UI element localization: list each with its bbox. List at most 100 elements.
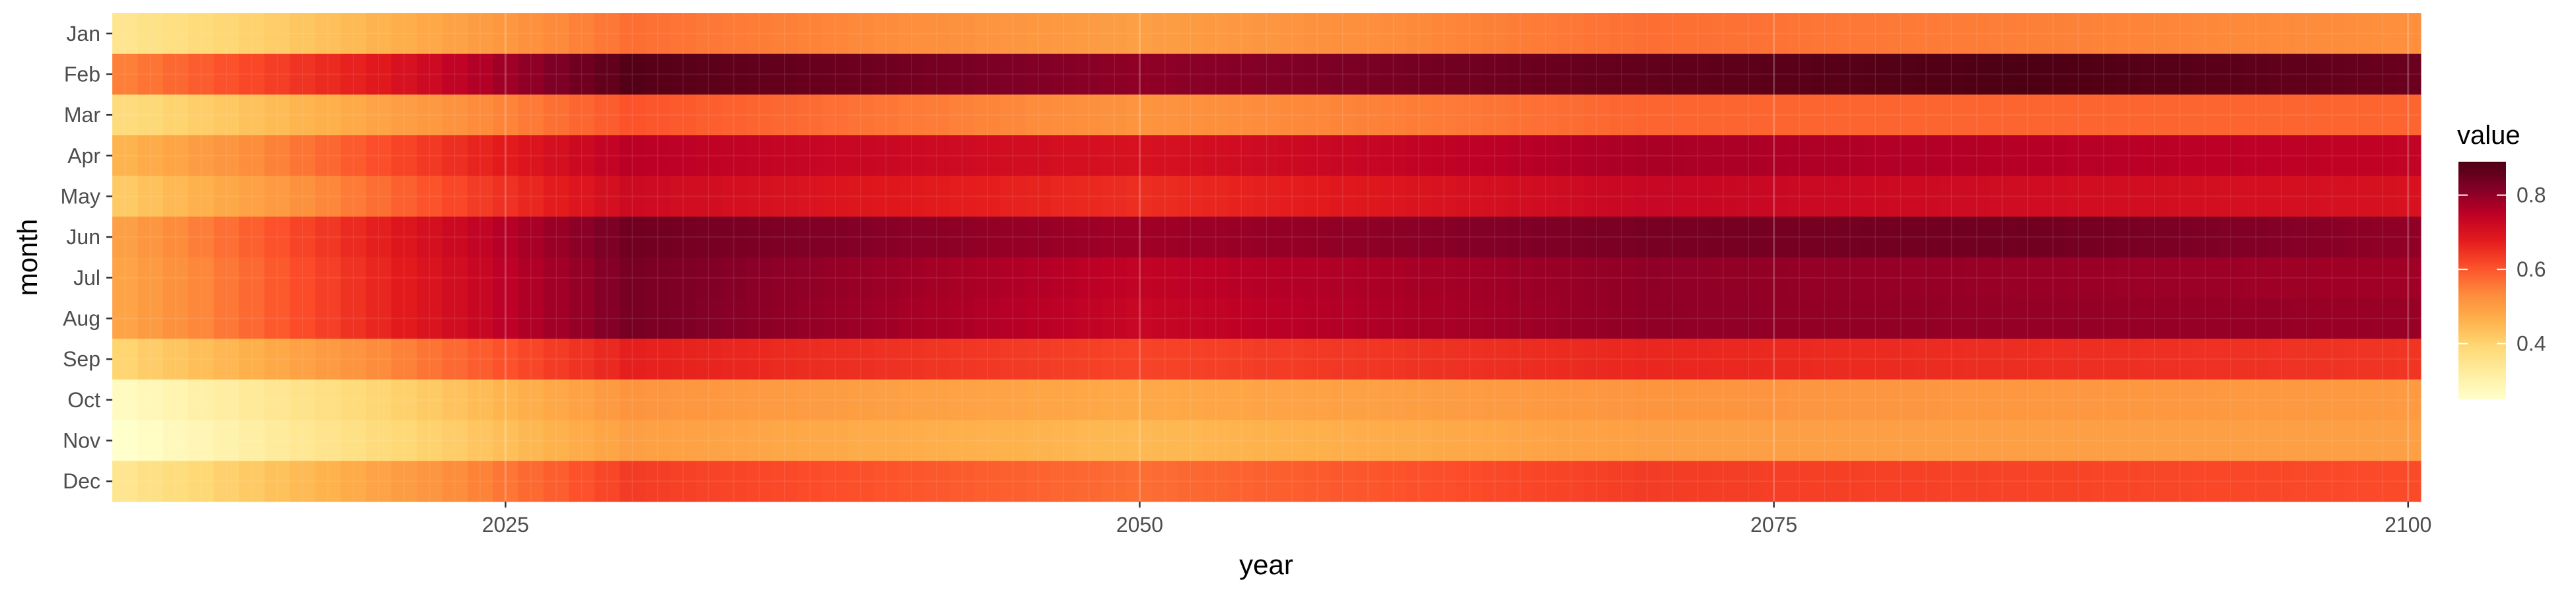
heatmap-cell — [1406, 339, 1432, 380]
heatmap-cell — [1761, 257, 1787, 299]
heatmap-cell — [898, 339, 925, 380]
heatmap-cell — [467, 257, 493, 299]
heatmap-cell — [721, 176, 747, 217]
heatmap-cell — [1279, 339, 1305, 380]
heatmap-cell — [1761, 380, 1787, 421]
heatmap-cell — [467, 461, 493, 502]
heatmap-cell — [1532, 176, 1559, 217]
heatmap-cell — [162, 13, 189, 55]
heatmap-cell — [1152, 257, 1178, 299]
heatmap-cell — [1507, 176, 1534, 217]
heatmap-cell — [1127, 53, 1153, 95]
heatmap-cell — [1736, 94, 1762, 136]
heatmap-cell — [1507, 257, 1534, 299]
heatmap-cell — [2217, 380, 2244, 421]
heatmap-cell — [822, 135, 849, 177]
heatmap-cell — [2192, 257, 2219, 299]
heatmap-cell — [2370, 339, 2396, 380]
heatmap-cell — [1380, 298, 1407, 339]
heatmap-cell — [2319, 257, 2345, 299]
heatmap-cell — [1482, 461, 1508, 502]
heatmap-cell — [1507, 216, 1534, 258]
heatmap-cell — [1431, 216, 1458, 258]
heatmap-cell — [2166, 135, 2193, 177]
heatmap-cell — [1000, 13, 1026, 55]
heatmap-cell — [771, 13, 798, 55]
heatmap-cell — [239, 176, 266, 217]
heatmap-cell — [1076, 13, 1102, 55]
heatmap-cell — [2040, 420, 2066, 461]
heatmap-cell — [1812, 53, 1838, 95]
heatmap-cell — [2166, 339, 2193, 380]
heatmap-cell — [162, 339, 189, 380]
heatmap-cell — [1939, 380, 1965, 421]
heatmap-cell — [721, 135, 747, 177]
heatmap-cell — [1507, 298, 1534, 339]
heatmap-cell — [746, 216, 773, 258]
heatmap-cell — [1837, 461, 1863, 502]
heatmap-cell — [2192, 135, 2219, 177]
heatmap-cell — [1228, 298, 1254, 339]
heatmap-cell — [2243, 420, 2270, 461]
heatmap-cell — [1355, 339, 1381, 380]
heatmap-cell — [416, 13, 443, 55]
heatmap-cell — [1025, 94, 1052, 136]
y-tick-label: Aug — [63, 307, 100, 331]
heatmap-cell — [1812, 257, 1838, 299]
heatmap-cell — [1608, 339, 1635, 380]
heatmap-cell — [137, 216, 164, 258]
heatmap-cell — [1736, 461, 1762, 502]
heatmap-cell — [1659, 176, 1686, 217]
heatmap-cell — [1558, 257, 1585, 299]
heatmap-cell — [1431, 135, 1458, 177]
heatmap-cell — [1786, 461, 1812, 502]
heatmap-cell — [137, 13, 164, 55]
heatmap-cell — [2091, 94, 2117, 136]
heatmap-cell — [1913, 380, 1939, 421]
heatmap-cell — [1051, 257, 1077, 299]
heatmap-cell — [1659, 13, 1686, 55]
heatmap-cell — [1025, 257, 1052, 299]
heatmap-cell — [1456, 216, 1483, 258]
heatmap-cell — [467, 216, 493, 258]
heatmap-cell — [1558, 461, 1585, 502]
heatmap-cell — [137, 53, 164, 95]
heatmap-cell — [1406, 13, 1432, 55]
heatmap-cell — [721, 380, 747, 421]
heatmap-cell — [1608, 216, 1635, 258]
heatmap-cell — [1431, 339, 1458, 380]
heatmap-cell — [416, 94, 443, 136]
heatmap-cell — [1330, 339, 1356, 380]
heatmap-cell — [1761, 94, 1787, 136]
heatmap-cell — [2395, 298, 2421, 339]
heatmap-cell — [518, 94, 544, 136]
heatmap-cell — [1837, 135, 1863, 177]
heatmap-cell — [746, 420, 773, 461]
heatmap-cell — [1685, 339, 1711, 380]
heatmap-cell — [1127, 94, 1153, 136]
heatmap-cell — [1178, 94, 1204, 136]
heatmap-cell — [518, 257, 544, 299]
heatmap-cell — [1736, 216, 1762, 258]
heatmap-cell — [289, 53, 316, 95]
heatmap-cell — [391, 420, 417, 461]
heatmap-cell — [696, 339, 722, 380]
heatmap-cell — [1456, 94, 1483, 136]
heatmap-cell — [518, 135, 544, 177]
heatmap-cell — [467, 380, 493, 421]
heatmap-cell — [391, 216, 417, 258]
heatmap-cell — [1406, 135, 1432, 177]
heatmap-cell — [1786, 135, 1812, 177]
heatmap-cell — [1254, 461, 1280, 502]
heatmap-cell — [1659, 339, 1686, 380]
heatmap-cell — [771, 420, 798, 461]
heatmap-cell — [822, 461, 849, 502]
heatmap-cell — [2116, 13, 2143, 55]
heatmap-cell — [847, 176, 874, 217]
heatmap-cell — [137, 298, 164, 339]
heatmap-cell — [1710, 380, 1736, 421]
heatmap-cell — [1330, 380, 1356, 421]
heatmap-cell — [1051, 298, 1077, 339]
heatmap-cell — [416, 380, 443, 421]
heatmap-cell — [1380, 13, 1407, 55]
